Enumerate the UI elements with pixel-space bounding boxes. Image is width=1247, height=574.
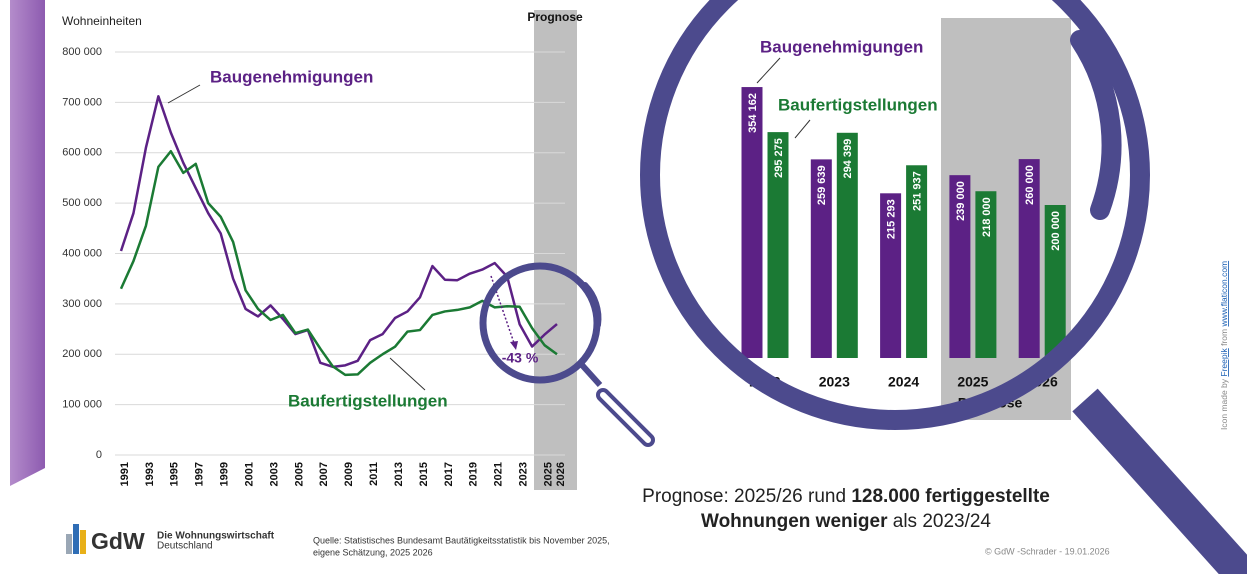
x-tick-label: 2009 bbox=[343, 462, 355, 486]
x-tick-label: 1993 bbox=[144, 462, 156, 486]
x-tick-label: 2026 bbox=[555, 462, 567, 486]
small-magnifier-neck bbox=[579, 362, 603, 388]
bar bbox=[810, 159, 832, 358]
logo-line: Die Wohnungswirtschaft bbox=[157, 531, 275, 542]
x-tick-label: 2023 bbox=[518, 462, 530, 486]
prognosis-prefix: Prognose: 2025/26 rund bbox=[642, 486, 852, 507]
prognosis-bold: 128.000 fertiggestellte Wohnungen wenige… bbox=[700, 486, 1050, 532]
y-tick-label: 100 000 bbox=[62, 399, 102, 411]
logo-line: Deutschland bbox=[157, 541, 213, 552]
x-tick-label: 1991 bbox=[119, 462, 131, 486]
x-tick-label: 2023 bbox=[819, 374, 850, 390]
x-tick-label: 2011 bbox=[368, 462, 380, 486]
x-tick-label: 2021 bbox=[493, 462, 505, 486]
bar bbox=[949, 175, 971, 358]
logo-bar bbox=[66, 534, 72, 554]
prognosis-label: Prognose bbox=[527, 10, 583, 24]
annotation-pointer bbox=[756, 57, 781, 84]
series-line bbox=[119, 149, 558, 377]
series-annotation: Baugenehmigungen bbox=[210, 67, 373, 86]
prognosis-band bbox=[534, 10, 577, 490]
annotation-pointer bbox=[389, 357, 426, 391]
logo-bar bbox=[80, 530, 86, 554]
x-tick-label: 2015 bbox=[418, 462, 430, 486]
decline-arrowhead bbox=[510, 341, 518, 350]
bar bbox=[975, 191, 997, 358]
y-tick-label: 700 000 bbox=[62, 96, 102, 108]
source: eigene Schätzung, 2025 2026 bbox=[313, 547, 433, 557]
magnifier-handle bbox=[1072, 388, 1247, 574]
credit-text: from bbox=[1219, 327, 1229, 349]
annotation-pointer bbox=[167, 84, 201, 104]
magnifier-shine bbox=[1070, 30, 1122, 220]
line-chart: Wohneinheiten Prognose 0 100 000 200 000 300 … bbox=[62, 10, 583, 486]
x-tick-label: 2025 bbox=[542, 462, 554, 486]
annotation-pointer bbox=[794, 119, 811, 139]
side-stripe bbox=[10, 0, 45, 486]
small-magnifier-handle-inner bbox=[600, 392, 651, 443]
y-tick-label: 200 000 bbox=[62, 348, 102, 360]
x-tick-label: 1997 bbox=[194, 462, 206, 486]
value-label: 294 399 bbox=[842, 139, 854, 179]
y-tick-label: 400 000 bbox=[62, 247, 102, 259]
x-tick-label: 2003 bbox=[268, 462, 280, 486]
value-label: 251 937 bbox=[912, 171, 924, 211]
value-label: 200 000 bbox=[1050, 211, 1062, 251]
prognosis-text: Prognose: 2025/26 rund 128.000 fertigges… bbox=[596, 484, 1096, 534]
x-tick-label: 2024 bbox=[888, 374, 919, 390]
logo-name: GdW bbox=[91, 528, 145, 554]
bar bbox=[741, 87, 763, 358]
bar bbox=[1018, 159, 1040, 358]
bar bbox=[836, 132, 858, 358]
credit-text: Icon made by bbox=[1219, 377, 1229, 430]
series-annotation: Baufertigstellungen bbox=[778, 95, 938, 114]
y-tick-label: 600 000 bbox=[62, 147, 102, 159]
y-tick-label: 0 bbox=[96, 449, 102, 461]
footer: © GdW -Schrader - 19.01.2026 bbox=[985, 546, 1110, 556]
value-label: 295 275 bbox=[773, 138, 785, 178]
small-magnifier-shine bbox=[582, 282, 602, 328]
y-tick-label: 300 000 bbox=[62, 298, 102, 310]
prognosis-suffix: als 2023/24 bbox=[887, 511, 991, 532]
x-tick-label: 2025 bbox=[957, 374, 988, 390]
series-line bbox=[119, 95, 558, 369]
bar bbox=[1044, 205, 1066, 358]
credit-link[interactable]: Freepik bbox=[1219, 348, 1229, 377]
x-tick-label: 1999 bbox=[219, 462, 231, 486]
logo-bar bbox=[73, 524, 79, 554]
credit-link[interactable]: www.flaticon.com bbox=[1219, 261, 1229, 328]
x-tick-label: 2017 bbox=[443, 462, 455, 486]
magnifier-ring bbox=[640, 0, 1150, 430]
x-tick-label: 2019 bbox=[468, 462, 480, 486]
value-label: 218 000 bbox=[981, 197, 993, 237]
series-annotation: Baufertigstellungen bbox=[288, 391, 448, 410]
value-label: 354 162 bbox=[747, 93, 759, 133]
x-tick-label: 2005 bbox=[293, 462, 305, 486]
decline-annotation: -43 % bbox=[502, 350, 539, 366]
y-tick-label: 800 000 bbox=[62, 46, 102, 58]
bar bbox=[880, 193, 902, 358]
x-tick-label: 2007 bbox=[318, 462, 330, 486]
x-tick-label: 2013 bbox=[393, 462, 405, 486]
bar bbox=[767, 132, 789, 358]
x-tick-label: 1995 bbox=[169, 462, 181, 486]
y-axis-label: Wohneinheiten bbox=[62, 14, 142, 28]
series-annotation: Baugenehmigungen bbox=[760, 37, 923, 56]
bar bbox=[906, 165, 928, 358]
value-label: 259 639 bbox=[816, 165, 828, 205]
value-label: 260 000 bbox=[1024, 165, 1036, 205]
x-tick-label: 2001 bbox=[243, 462, 255, 486]
icon-credit: Icon made by Freepik from www.flaticon.c… bbox=[1219, 261, 1229, 430]
y-tick-label: 500 000 bbox=[62, 197, 102, 209]
value-label: 215 293 bbox=[886, 199, 898, 239]
value-label: 239 000 bbox=[955, 181, 967, 221]
source: Quelle: Statistisches Bundesamt Bautätig… bbox=[313, 535, 610, 545]
